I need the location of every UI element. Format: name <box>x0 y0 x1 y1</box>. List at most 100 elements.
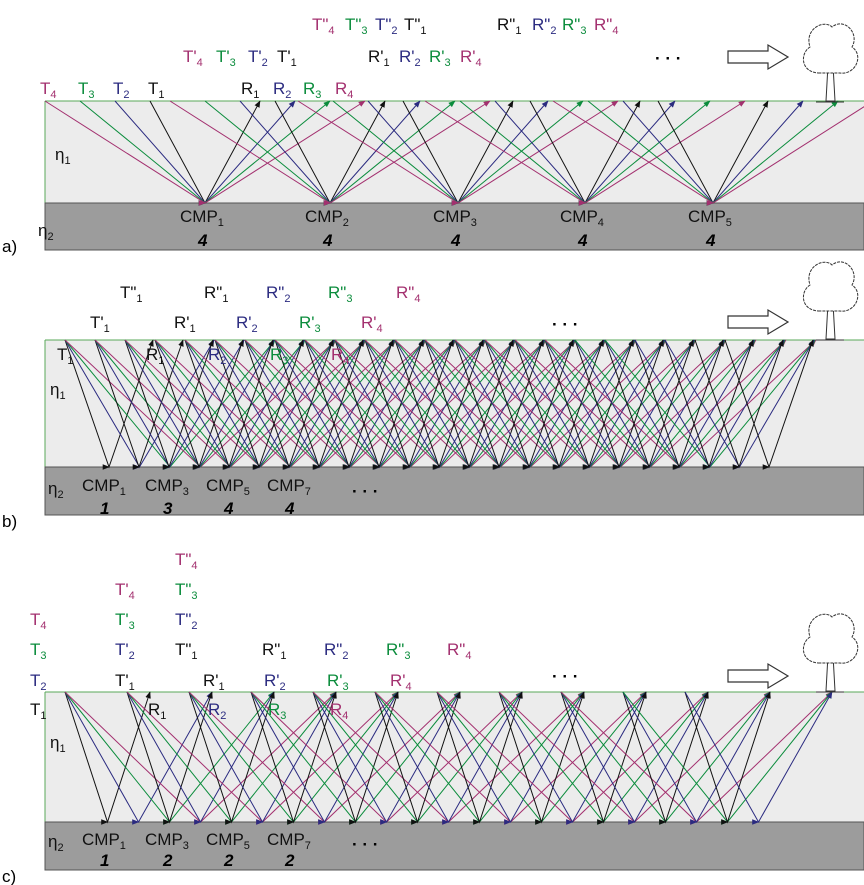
tree-crown <box>803 24 857 73</box>
station-label-sub: 3 <box>280 710 286 722</box>
station-label-base: R" <box>204 283 222 302</box>
station-label: T"3 <box>175 580 198 602</box>
station-label: T"3 <box>345 15 368 37</box>
station-label-sub: 2 <box>391 25 397 37</box>
station-label: T'2 <box>115 640 135 662</box>
station-label-sub: 1 <box>384 57 390 69</box>
station-label-sub: 4 <box>191 560 197 572</box>
station-label: R'1 <box>174 313 196 335</box>
station-label-sub: 1 <box>219 681 225 693</box>
station-label-sub: 4 <box>343 355 349 367</box>
station-label-sub: 1 <box>420 25 426 37</box>
fold-label: 1 <box>100 851 109 870</box>
station-label: R'1 <box>203 671 225 693</box>
station-label-base: R' <box>399 47 415 66</box>
station-label-base: T <box>57 345 67 364</box>
cmp-label-sub: 3 <box>183 486 189 498</box>
station-label-sub: 1 <box>40 710 46 722</box>
station-label: T2 <box>113 79 130 101</box>
station-label: T'1 <box>90 313 110 335</box>
panel-label: a) <box>2 237 17 256</box>
station-label-sub: 4 <box>406 681 412 693</box>
station-label: R4 <box>335 79 353 101</box>
station-label-sub: 4 <box>377 323 383 335</box>
cmp-label-sub: 2 <box>343 217 349 229</box>
direction-arrow <box>728 45 788 69</box>
station-label-base: T <box>30 610 40 629</box>
cmp-label-base: CMP <box>206 476 244 495</box>
fold-label: 3 <box>163 499 173 518</box>
station-label-base: R <box>270 345 282 364</box>
station-label-base: R <box>335 79 347 98</box>
cmp-label: CMP5 <box>206 830 250 852</box>
layer-2-label-base: η <box>38 221 47 240</box>
fold-label: 4 <box>197 231 208 250</box>
station-label: R"3 <box>328 283 352 305</box>
panel-label: c) <box>2 867 16 885</box>
fold-label: 2 <box>162 851 173 870</box>
station-label-base: R" <box>447 640 465 659</box>
layer-1 <box>45 101 864 203</box>
station-label: R"2 <box>532 15 556 37</box>
station-label-base: R' <box>299 313 315 332</box>
layer-1-label-sub: 1 <box>59 390 65 402</box>
station-label: T1 <box>30 700 47 722</box>
station-label-base: R" <box>262 640 280 659</box>
station-label-sub: 4 <box>342 710 348 722</box>
station-label: R'4 <box>390 671 412 693</box>
station-label: R1 <box>241 79 259 101</box>
layer-2-label-base: η <box>48 479 57 498</box>
station-label-sub: 4 <box>129 590 135 602</box>
station-label-base: R <box>148 700 160 719</box>
ellipsis: · · · <box>552 315 578 334</box>
station-label-sub: 1 <box>191 650 197 662</box>
station-label-base: T' <box>216 47 230 66</box>
station-label-sub: 3 <box>346 293 352 305</box>
station-label-base: T <box>78 79 88 98</box>
station-label-base: R <box>208 700 220 719</box>
station-label: R"4 <box>594 15 618 37</box>
station-label: R"1 <box>204 283 228 305</box>
station-label: R'3 <box>327 671 349 693</box>
station-label-sub: 3 <box>230 57 236 69</box>
station-label-sub: 4 <box>476 57 482 69</box>
direction-arrow <box>728 310 788 334</box>
station-label-base: T <box>30 640 40 659</box>
station-label-base: T" <box>175 640 191 659</box>
station-label-base: T <box>148 79 158 98</box>
station-label-base: R' <box>390 671 406 690</box>
station-label-sub: 1 <box>253 89 259 101</box>
station-label: R"3 <box>562 15 586 37</box>
layer-2-label-sub: 2 <box>47 231 53 243</box>
station-label: T"2 <box>175 610 198 632</box>
station-label-sub: 4 <box>197 57 203 69</box>
cmp-label-base: CMP <box>560 207 598 226</box>
station-label-sub: 2 <box>220 710 226 722</box>
station-label-sub: 4 <box>465 650 471 662</box>
cmp-label: CMP1 <box>82 476 126 498</box>
station-label-sub: 2 <box>252 323 258 335</box>
station-label: T'4 <box>183 47 203 69</box>
station-label-sub: 4 <box>612 25 618 37</box>
station-label: R'2 <box>399 47 421 69</box>
station-label-base: T' <box>115 580 129 599</box>
station-label-base: T' <box>115 671 129 690</box>
station-label-base: T' <box>90 313 104 332</box>
station-label-base: R' <box>460 47 476 66</box>
station-label-base: T" <box>375 15 391 34</box>
station-label: T'4 <box>115 580 135 602</box>
station-label-sub: 2 <box>123 89 129 101</box>
station-label-sub: 3 <box>404 650 410 662</box>
cmp-label-base: CMP <box>145 830 183 849</box>
tree-crown <box>803 262 857 311</box>
station-label: R'4 <box>361 313 383 335</box>
panel-label: b) <box>2 512 17 531</box>
station-label-base: R' <box>236 313 252 332</box>
station-label-base: R" <box>562 15 580 34</box>
ellipsis: · · · <box>655 49 681 68</box>
station-label-base: R <box>208 345 220 364</box>
station-label: T4 <box>30 610 47 632</box>
station-label-base: R" <box>532 15 550 34</box>
layer-2-label-sub: 2 <box>57 489 63 501</box>
station-label: R3 <box>303 79 321 101</box>
